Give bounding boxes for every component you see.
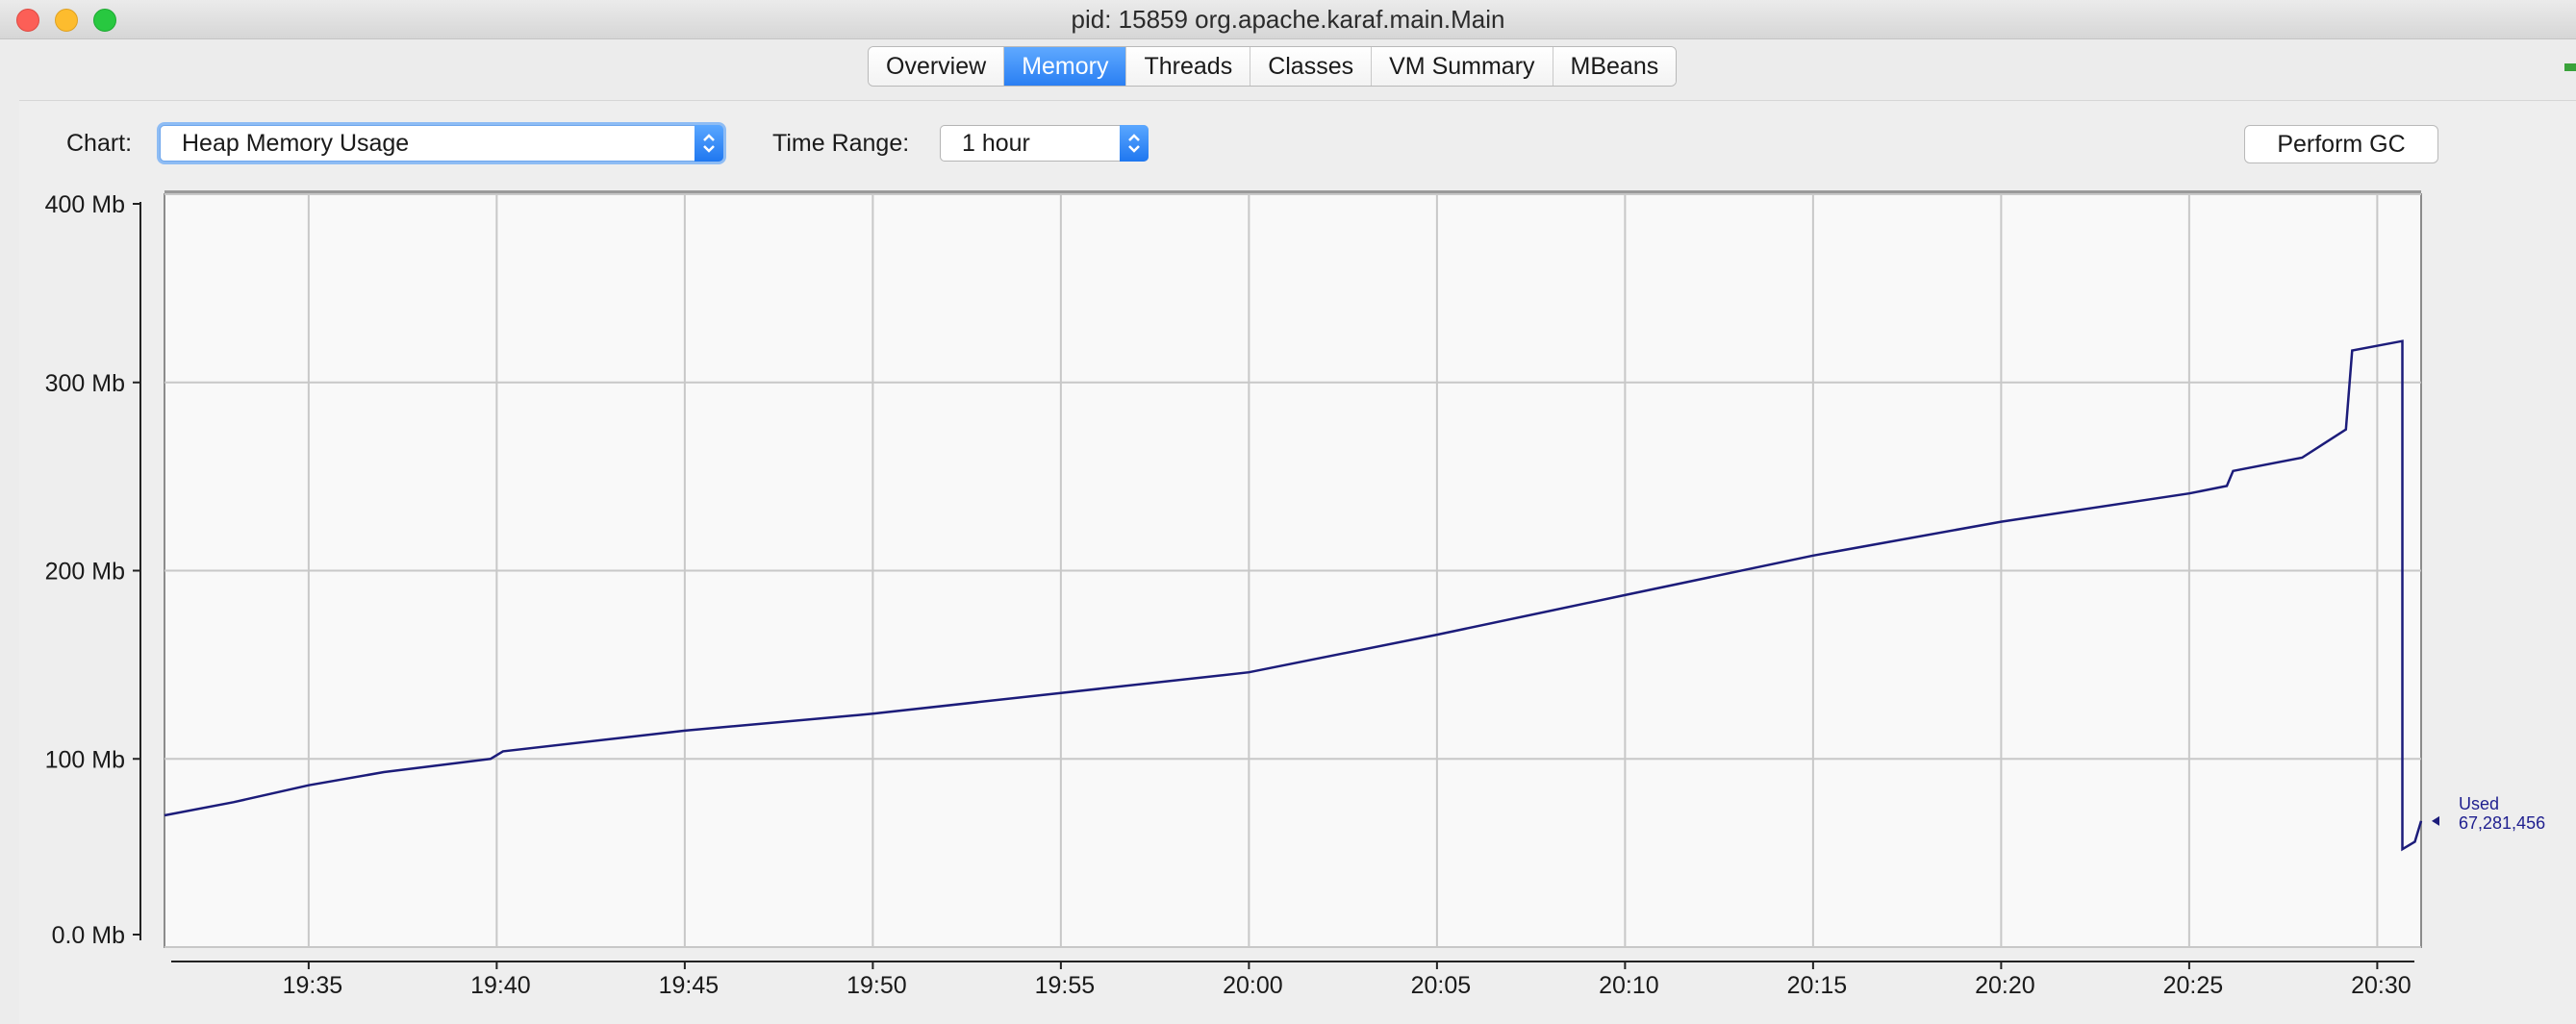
tab-bar: Overview Memory Threads Classes VM Summa… xyxy=(868,46,1678,87)
x-tick-label: 20:30 xyxy=(2351,972,2412,999)
x-tick-label: 19:35 xyxy=(283,972,343,999)
resize-handle[interactable] xyxy=(2564,63,2576,71)
close-window-button[interactable] xyxy=(16,9,39,32)
window-title: pid: 15859 org.apache.karaf.main.Main xyxy=(1071,5,1505,34)
maximize-window-button[interactable] xyxy=(93,9,116,32)
legend-series-name: Used xyxy=(2459,794,2499,813)
x-tick-label: 20:15 xyxy=(1787,972,1848,999)
y-tick-label: 100 Mb xyxy=(45,746,125,773)
x-tick-label: 20:20 xyxy=(1975,972,2035,999)
legend-series-value: 67,281,456 xyxy=(2459,813,2545,833)
tab-mbeans[interactable]: MBeans xyxy=(1553,47,1677,86)
chart-type-value: Heap Memory Usage xyxy=(182,130,410,157)
title-bar: pid: 15859 org.apache.karaf.main.Main xyxy=(0,0,2576,39)
legend-pointer-icon xyxy=(2432,815,2439,826)
x-tick-label: 19:40 xyxy=(470,972,531,999)
tab-classes[interactable]: Classes xyxy=(1250,47,1373,86)
y-tick-label: 200 Mb xyxy=(45,559,125,586)
time-range-value: 1 hour xyxy=(962,130,1030,157)
x-tick-label: 19:55 xyxy=(1035,972,1096,999)
time-range-label: Time Range: xyxy=(772,130,910,157)
chart-type-stepper[interactable] xyxy=(695,125,723,162)
y-tick-label: 400 Mb xyxy=(45,191,125,218)
x-tick-label: 20:25 xyxy=(2163,972,2224,999)
time-range-stepper[interactable] xyxy=(1120,125,1149,162)
tab-threads[interactable]: Threads xyxy=(1126,47,1251,86)
time-range-select[interactable]: 1 hour xyxy=(940,125,1149,162)
x-tick-label: 19:45 xyxy=(659,972,720,999)
up-down-chevron-icon xyxy=(703,134,715,153)
chart-type-select[interactable]: Heap Memory Usage xyxy=(160,125,723,162)
tab-memory[interactable]: Memory xyxy=(1004,47,1127,86)
perform-gc-button[interactable]: Perform GC xyxy=(2244,125,2438,163)
x-tick-label: 20:10 xyxy=(1599,972,1659,999)
x-tick-label: 20:05 xyxy=(1411,972,1472,999)
tab-overview[interactable]: Overview xyxy=(869,47,1005,86)
tab-vm-summary[interactable]: VM Summary xyxy=(1372,47,1553,86)
x-tick-label: 20:00 xyxy=(1223,972,1283,999)
y-tick-label: 0.0 Mb xyxy=(52,922,125,949)
y-tick-label: 300 Mb xyxy=(45,370,125,397)
x-tick-label: 19:50 xyxy=(846,972,907,999)
series-line-used xyxy=(164,339,2423,852)
minimize-window-button[interactable] xyxy=(55,9,78,32)
up-down-chevron-icon xyxy=(1128,134,1140,153)
chart-label: Chart: xyxy=(66,130,133,157)
